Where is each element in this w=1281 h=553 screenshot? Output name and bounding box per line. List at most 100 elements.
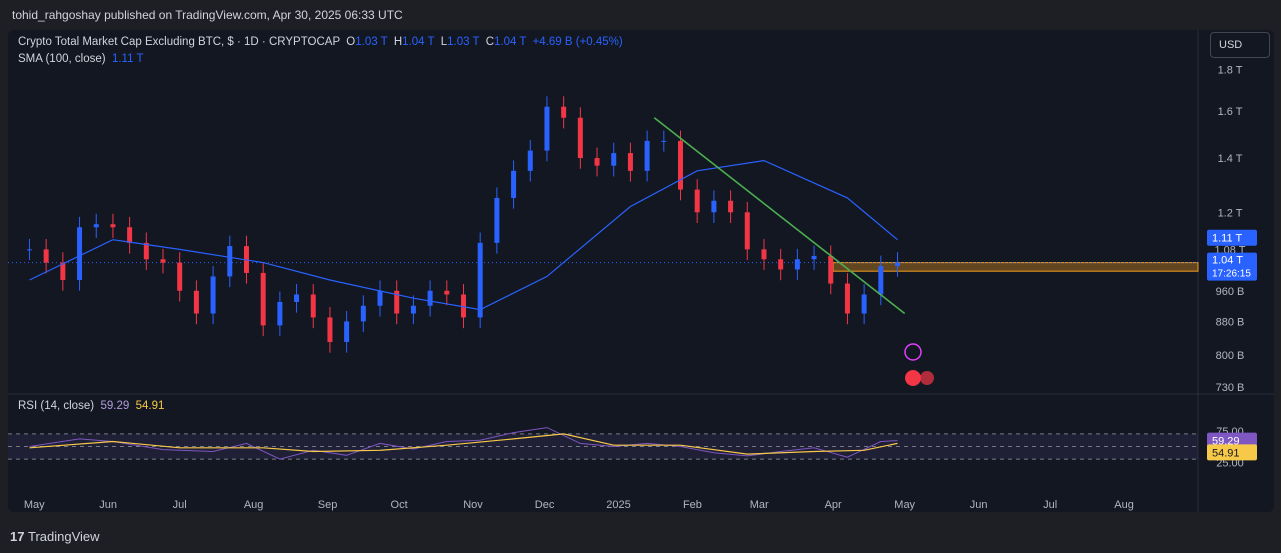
high-label: H [393, 36, 403, 48]
rsi-legend: RSI (14, close) 59.29 54.91 [18, 400, 164, 412]
time-tick-label: Apr [825, 499, 842, 511]
rsi-ma-badge-bg [1207, 444, 1257, 461]
candle-body [711, 200, 717, 213]
candle-body [477, 242, 483, 318]
candle-body [360, 305, 366, 322]
candle-body [878, 266, 884, 295]
last-price-text: 1.04 T [1212, 255, 1243, 267]
rsi-value: 59.29 [100, 400, 130, 412]
time-tick-label: Jul [1043, 499, 1057, 511]
event-lightning-icon [904, 343, 922, 361]
time-tick-label: Oct [391, 499, 408, 511]
time-tick-label: Feb [683, 499, 702, 511]
us-flag-event-icon [905, 370, 921, 386]
tradingview-icon: 17 [10, 529, 25, 544]
rsi-ma-value: 54.91 [135, 400, 165, 412]
change-value: +4.69 B (+0.45%) [532, 36, 623, 48]
currency-button[interactable]: USD [1210, 32, 1270, 58]
publish-header: tohid_rahgoshay published on TradingView… [0, 0, 1281, 30]
candle-body [694, 189, 700, 213]
candle-body [394, 290, 400, 314]
candle-body [93, 224, 99, 228]
close-label: C [485, 36, 495, 48]
sma-price-badge-text: 1.11 T [1212, 233, 1242, 245]
candle-body [828, 255, 834, 284]
candle-body [611, 153, 617, 166]
price-tick-label: 730 B [1216, 382, 1245, 394]
candle-body [577, 117, 583, 159]
candle-body [511, 170, 517, 198]
candle-body [494, 197, 500, 243]
event-dot-icon [920, 371, 934, 385]
sma-value: 1.11 T [111, 53, 144, 65]
candle-body [728, 200, 734, 213]
candle-body [60, 262, 66, 280]
candle-body [127, 227, 133, 243]
open-label: O [346, 36, 356, 48]
candle-body [861, 294, 867, 314]
candle-body [43, 249, 49, 263]
rsi-line [29, 427, 898, 460]
candle-body [594, 158, 600, 166]
candle-body [627, 153, 633, 171]
candle-body [527, 150, 533, 171]
time-tick-label: Aug [1114, 499, 1134, 511]
time-tick-label: May [24, 499, 45, 511]
sma-label: SMA (100, close) [18, 53, 106, 65]
time-tick-label: Jul [173, 499, 187, 511]
high-value: 1.04 T [402, 36, 435, 48]
candle-body [561, 106, 567, 118]
candle-body [277, 301, 283, 326]
candle-body [778, 259, 784, 270]
candle-body [895, 262, 901, 267]
last-price-badge-bg [1207, 252, 1257, 281]
candle-body [260, 272, 266, 326]
price-tick-label: 880 B [1216, 316, 1245, 328]
countdown-text: 17:26:15 [1212, 269, 1251, 280]
symbol-title: Crypto Total Market Cap Excluding BTC, $… [18, 36, 340, 48]
candle-body [227, 246, 233, 277]
candle-body [661, 140, 667, 142]
candle-body [26, 249, 32, 251]
price-tick-label: 1.6 T [1218, 106, 1243, 118]
price-tick-label: 800 B [1216, 350, 1245, 362]
candle-body [344, 321, 350, 342]
rsi-label: RSI (14, close) [18, 400, 95, 412]
close-value: 1.04 T [494, 36, 527, 48]
sma-price-badge: 1.11 T [1207, 229, 1257, 246]
time-tick-label: May [894, 499, 915, 511]
candle-body [444, 290, 450, 295]
footer: 17 TradingView [0, 518, 1281, 553]
candle-body [193, 290, 199, 314]
time-tick-label: Jun [970, 499, 988, 511]
time-tick-label: Aug [244, 499, 264, 511]
price-tick-label: 1.4 T [1218, 153, 1243, 165]
candle-body [544, 106, 550, 151]
candle-body [377, 290, 383, 306]
publish-info: tohid_rahgoshay published on TradingView… [12, 8, 403, 22]
low-value: 1.03 T [447, 36, 480, 48]
candle-body [177, 262, 183, 291]
brand-name: TradingView [28, 529, 100, 544]
rsi-ma-badge: 54.91 [1207, 444, 1257, 461]
candle-body [811, 255, 817, 260]
time-tick-label: 2025 [606, 499, 630, 511]
tradingview-logo[interactable]: 17 TradingView [10, 529, 100, 544]
candle-body [744, 212, 750, 250]
candle-body [160, 259, 166, 263]
rsi-ma-line [29, 433, 898, 455]
candle-body [327, 317, 333, 342]
candle-body [794, 259, 800, 270]
rsi-ma-badge-text: 54.91 [1212, 447, 1240, 459]
price-tick-label: 960 B [1216, 286, 1245, 298]
chart-panel[interactable]: 1.8 T 1.6 T 1.4 T 1.2 T 1.08 T 960 B 880 B 800 … [8, 30, 1274, 512]
candle-body [844, 283, 850, 314]
symbol-legend: Crypto Total Market Cap Excluding BTC, $… [18, 36, 623, 48]
sma-price-badge-bg [1207, 229, 1257, 246]
open-value: 1.03 T [355, 36, 388, 48]
candle-body [460, 294, 466, 318]
candle-body [143, 242, 149, 260]
price-tick-label: 1.2 T [1218, 207, 1243, 219]
candle-body [310, 294, 316, 318]
